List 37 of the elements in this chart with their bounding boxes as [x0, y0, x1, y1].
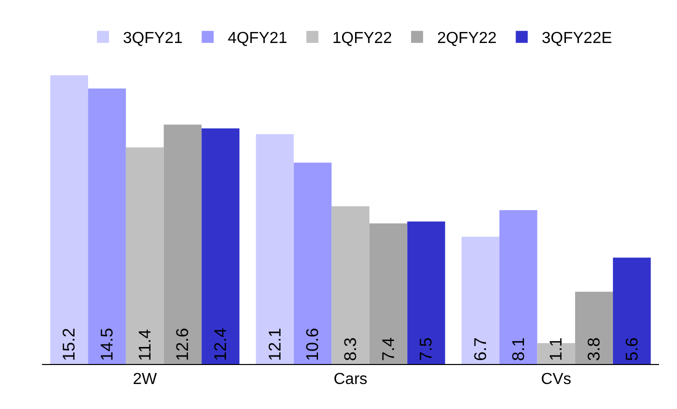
bar [332, 206, 370, 364]
data-label: 12.6 [173, 328, 192, 361]
data-label: 3.8 [584, 337, 604, 361]
data-label: 11.4 [135, 329, 154, 361]
x-tick-label: 2W [132, 371, 158, 388]
data-label: 14.5 [97, 328, 116, 361]
x-tick-label: Cars [334, 371, 368, 388]
bar [88, 88, 126, 364]
legend-label: 3QFY22E [542, 30, 612, 48]
bar [612, 258, 651, 364]
data-label: 1.1 [546, 337, 566, 361]
legend-label: 2QFY22 [437, 30, 497, 48]
data-label: 12.1 [265, 328, 284, 361]
data-label: 8.1 [508, 337, 528, 361]
data-label: 7.5 [416, 337, 436, 361]
x-tick-label: CVs [541, 371, 572, 388]
bar [294, 162, 332, 364]
bar [256, 134, 294, 364]
bar [126, 147, 164, 364]
bar [499, 210, 538, 364]
bar [164, 124, 202, 364]
bar [369, 223, 408, 364]
data-label: 6.7 [470, 337, 490, 361]
bar [50, 75, 88, 364]
legend-label: 4QFY21 [228, 30, 288, 48]
data-label: 12.4 [211, 328, 230, 361]
data-label: 10.6 [303, 328, 322, 361]
bar [407, 222, 446, 364]
legend-label: 3QFY21 [123, 30, 183, 48]
bar [462, 236, 500, 364]
data-label: 15.2 [60, 328, 79, 361]
legend-label: 1QFY22 [332, 30, 392, 48]
data-label: 7.4 [378, 337, 398, 361]
bar [575, 292, 613, 364]
data-label: 5.6 [622, 337, 642, 361]
bar [202, 128, 240, 364]
data-label: 8.3 [341, 337, 360, 361]
